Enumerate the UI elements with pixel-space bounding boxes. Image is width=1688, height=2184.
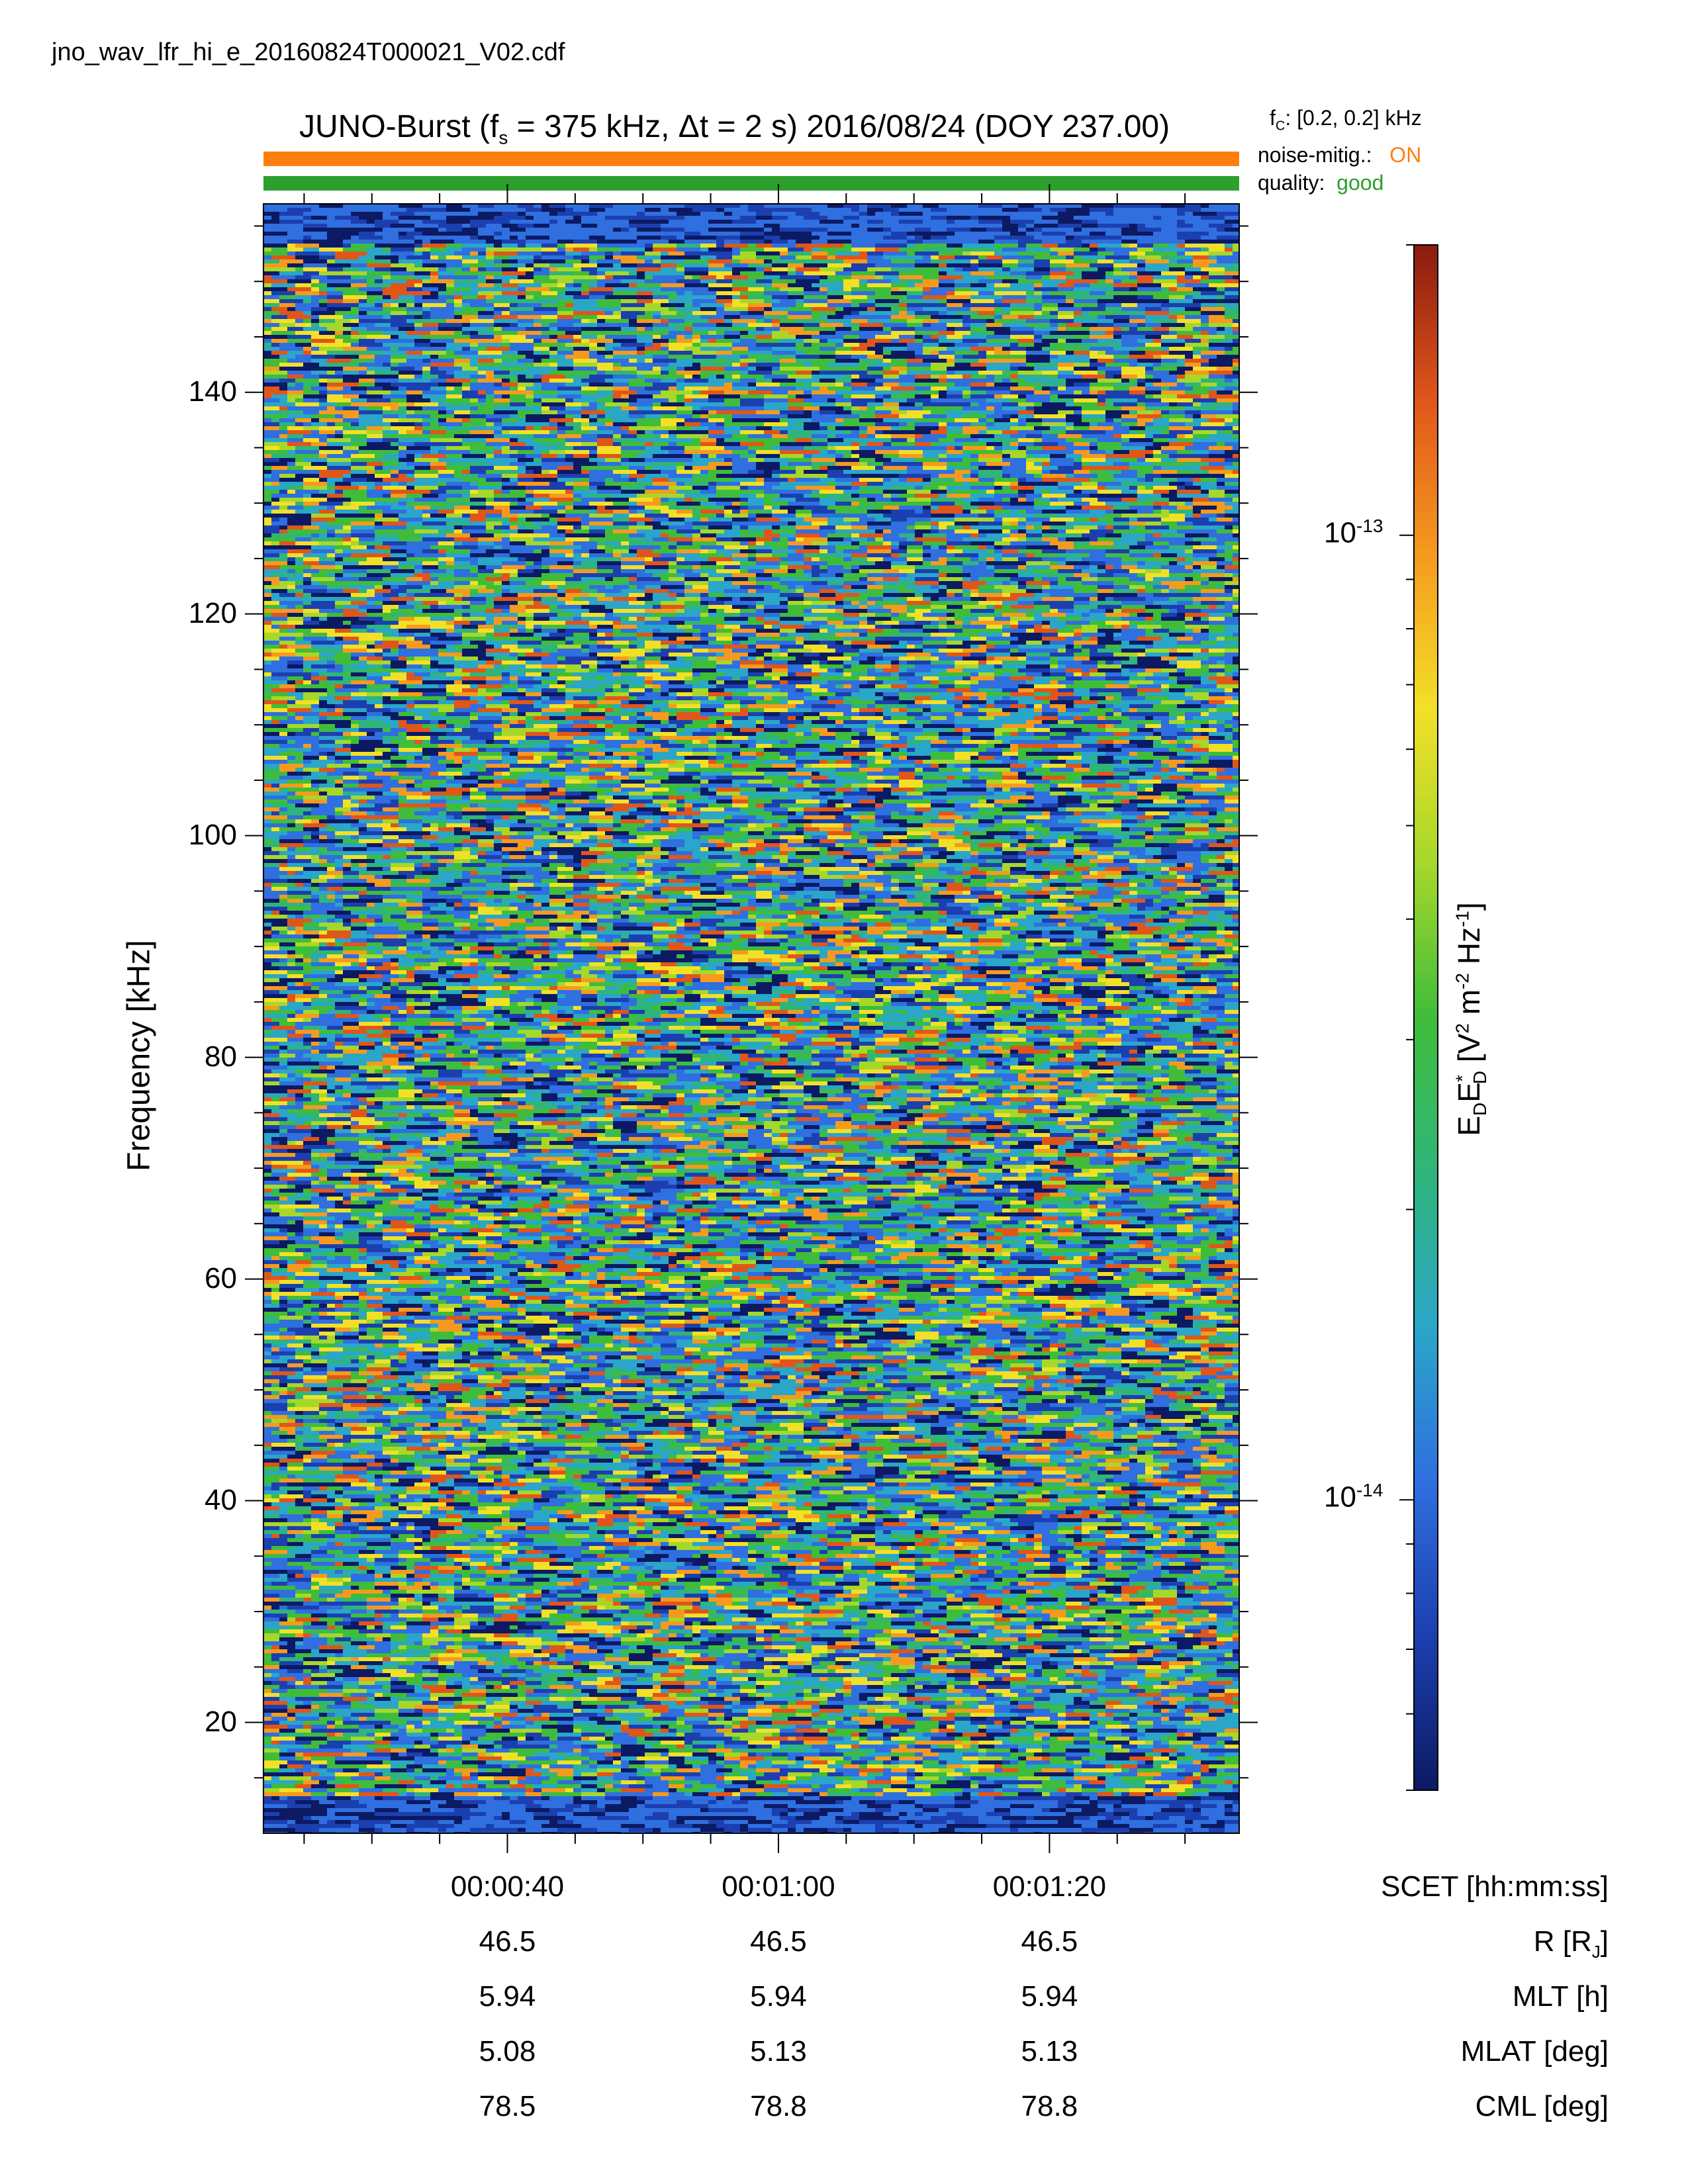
ephemeris-value: 78.8 (692, 2090, 865, 2123)
quality-bar (263, 176, 1239, 191)
ephemeris-value: 5.13 (963, 2035, 1135, 2068)
y-tick-label: 20 (144, 1706, 237, 1739)
y-tick-label: 120 (144, 597, 237, 630)
file-name: jno_wav_lfr_hi_e_20160824T000021_V02.cdf (52, 38, 565, 67)
ephemeris-value: 46.5 (692, 1925, 865, 1958)
ephemeris-value: 5.94 (422, 1980, 594, 2013)
ephemeris-row-label: R [RJ] (1534, 1925, 1609, 1962)
colorbar-tick-label: 10-13 (1324, 516, 1383, 550)
chart-title: JUNO-Burst (fs = 375 kHz, Δt = 2 s) 2016… (299, 109, 1170, 149)
ephemeris-row-label: CML [deg] (1476, 2090, 1609, 2123)
ephemeris-value: 78.8 (963, 2090, 1135, 2123)
ephemeris-value: 46.5 (422, 1925, 594, 1958)
y-tick-label: 80 (144, 1040, 237, 1073)
colorbar-tick-label: 10-14 (1324, 1480, 1383, 1514)
ephemeris-value: 5.13 (692, 2035, 865, 2068)
y-tick-label: 140 (144, 375, 237, 408)
x-tick-label: 00:00:40 (422, 1870, 594, 1903)
y-tick-label: 100 (144, 819, 237, 852)
y-tick-label: 40 (144, 1484, 237, 1517)
ephemeris-row-label: MLT [h] (1513, 1980, 1609, 2013)
colorbar (1413, 244, 1438, 1791)
spectrogram-cells (263, 204, 1239, 1833)
colorbar-label: EDE*D [V2 m-2 Hz-1] (1451, 902, 1491, 1136)
ephemeris-value: 5.94 (963, 1980, 1135, 2013)
ephemeris-value: 46.5 (963, 1925, 1135, 1958)
y-tick-label: 60 (144, 1262, 237, 1295)
x-tick-label: 00:01:20 (963, 1870, 1135, 1903)
noise-mitigation-flag: noise-mitig.: ON (1258, 143, 1421, 167)
ephemeris-row-label: SCET [hh:mm:ss] (1381, 1870, 1609, 1903)
ephemeris-value: 5.08 (422, 2035, 594, 2068)
quality-flag: quality: good (1258, 171, 1383, 195)
noise-mitigation-bar (263, 152, 1239, 166)
plot-frame (263, 203, 1240, 1834)
cutoff-frequency-label: fC: [0.2, 0.2] kHz (1270, 106, 1422, 134)
ephemeris-value: 5.94 (692, 1980, 865, 2013)
ephemeris-row-label: MLAT [deg] (1461, 2035, 1609, 2068)
ephemeris-value: 78.5 (422, 2090, 594, 2123)
x-tick-label: 00:01:00 (692, 1870, 865, 1903)
